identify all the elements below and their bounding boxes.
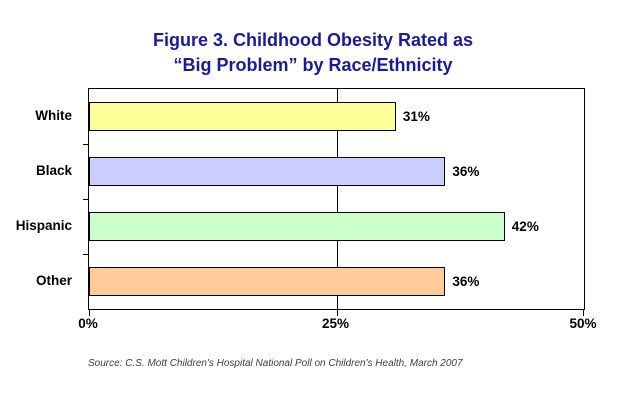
y-axis-tick bbox=[83, 144, 89, 145]
category-label: Black bbox=[35, 163, 72, 178]
x-tick-label: 0% bbox=[78, 316, 98, 331]
bar-hispanic bbox=[89, 212, 505, 241]
category-label: Hispanic bbox=[15, 218, 72, 233]
x-axis-tick bbox=[89, 309, 90, 316]
value-label: 36% bbox=[452, 164, 480, 179]
value-label: 36% bbox=[452, 274, 480, 289]
value-label: 31% bbox=[402, 109, 430, 124]
category-label: White bbox=[35, 108, 72, 123]
x-axis-tick bbox=[583, 309, 584, 316]
source-note: Source: C.S. Mott Children's Hospital Na… bbox=[88, 358, 463, 369]
x-tick-label: 50% bbox=[569, 316, 597, 331]
chart-title-line1: Figure 3. Childhood Obesity Rated as bbox=[152, 30, 474, 50]
y-axis-tick bbox=[83, 254, 89, 255]
category-label: Other bbox=[35, 273, 72, 288]
y-axis-tick bbox=[83, 199, 89, 200]
chart-title-line2: “Big Problem” by Race/Ethnicity bbox=[173, 55, 453, 75]
chart-title: Figure 3. Childhood Obesity Rated as “Bi… bbox=[0, 28, 626, 78]
x-tick-label: 25% bbox=[321, 316, 350, 331]
x-axis-tick bbox=[336, 309, 338, 316]
bar-black bbox=[89, 157, 446, 186]
value-label: 42% bbox=[511, 219, 539, 234]
bar-white bbox=[89, 102, 396, 131]
gridline-25pct bbox=[336, 89, 338, 309]
plot-area: 31% 36% 42% 36% bbox=[83, 88, 585, 316]
bar-other bbox=[89, 267, 446, 296]
